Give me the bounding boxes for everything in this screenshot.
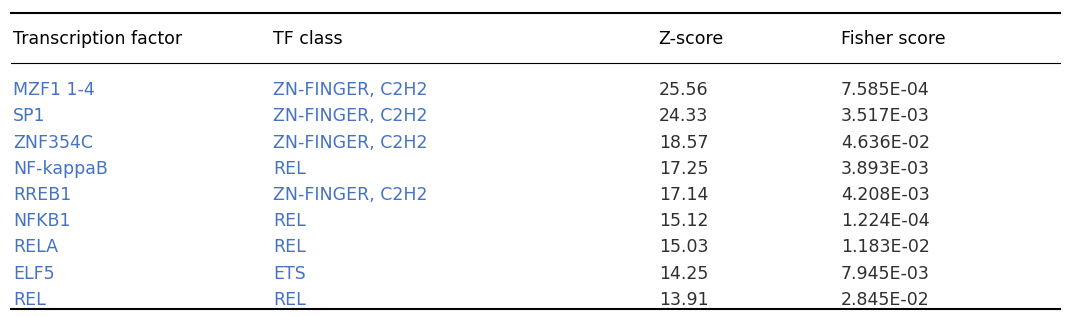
Text: 1.224E-04: 1.224E-04	[841, 212, 930, 230]
Text: Z-score: Z-score	[659, 31, 724, 48]
Text: 15.12: 15.12	[659, 212, 708, 230]
Text: TF class: TF class	[273, 31, 343, 48]
Text: RREB1: RREB1	[13, 186, 71, 204]
Text: 15.03: 15.03	[659, 239, 708, 256]
Text: 7.945E-03: 7.945E-03	[841, 265, 930, 283]
Text: ZN-FINGER, C2H2: ZN-FINGER, C2H2	[273, 107, 427, 125]
Text: REL: REL	[273, 291, 306, 309]
Text: ETS: ETS	[273, 265, 306, 283]
Text: Transcription factor: Transcription factor	[13, 31, 182, 48]
Text: ZN-FINGER, C2H2: ZN-FINGER, C2H2	[273, 81, 427, 99]
Text: 4.208E-03: 4.208E-03	[841, 186, 930, 204]
Text: 17.25: 17.25	[659, 160, 708, 178]
Text: 2.845E-02: 2.845E-02	[841, 291, 930, 309]
Text: 3.517E-03: 3.517E-03	[841, 107, 930, 125]
Text: 24.33: 24.33	[659, 107, 708, 125]
Text: NFKB1: NFKB1	[13, 212, 71, 230]
Text: ZN-FINGER, C2H2: ZN-FINGER, C2H2	[273, 186, 427, 204]
Text: REL: REL	[273, 239, 306, 256]
Text: ZN-FINGER, C2H2: ZN-FINGER, C2H2	[273, 134, 427, 151]
Text: 7.585E-04: 7.585E-04	[841, 81, 930, 99]
Text: REL: REL	[273, 212, 306, 230]
Text: RELA: RELA	[13, 239, 58, 256]
Text: Fisher score: Fisher score	[841, 31, 946, 48]
Text: ELF5: ELF5	[13, 265, 55, 283]
Text: 14.25: 14.25	[659, 265, 708, 283]
Text: ZNF354C: ZNF354C	[13, 134, 93, 151]
Text: 18.57: 18.57	[659, 134, 708, 151]
Text: SP1: SP1	[13, 107, 45, 125]
Text: NF-kappaB: NF-kappaB	[13, 160, 108, 178]
Text: 4.636E-02: 4.636E-02	[841, 134, 930, 151]
Text: 25.56: 25.56	[659, 81, 708, 99]
Text: MZF1 1-4: MZF1 1-4	[13, 81, 94, 99]
Text: 13.91: 13.91	[659, 291, 708, 309]
Text: REL: REL	[13, 291, 46, 309]
Text: 1.183E-02: 1.183E-02	[841, 239, 930, 256]
Text: 3.893E-03: 3.893E-03	[841, 160, 930, 178]
Text: REL: REL	[273, 160, 306, 178]
Text: 17.14: 17.14	[659, 186, 708, 204]
